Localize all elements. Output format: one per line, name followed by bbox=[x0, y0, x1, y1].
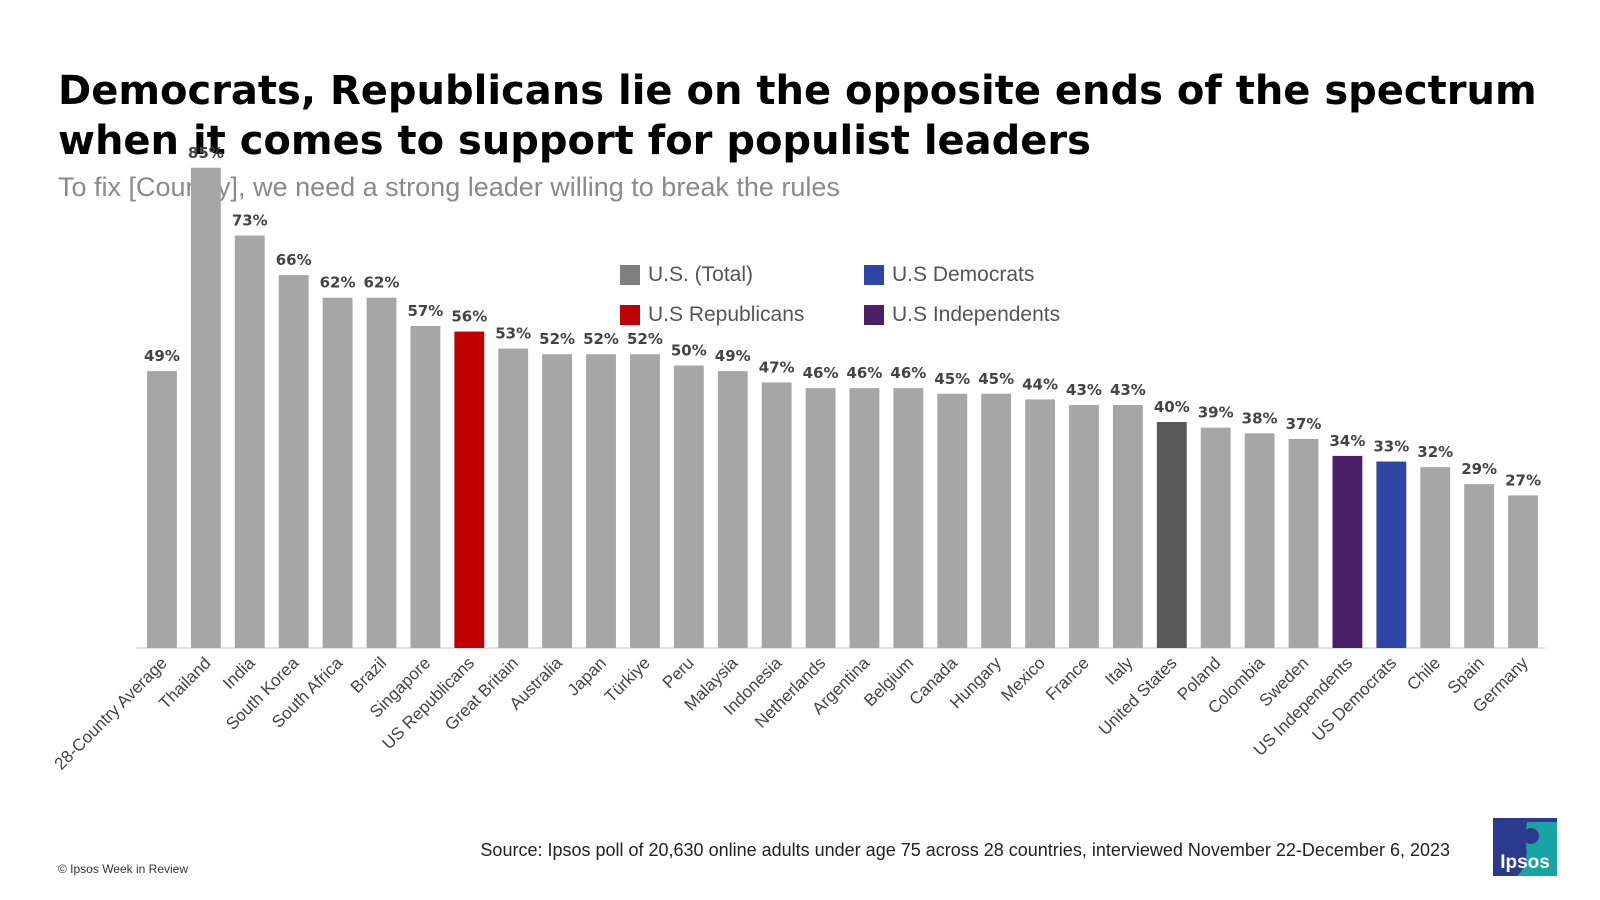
legend-item-us-total: U.S. (Total) bbox=[620, 262, 753, 288]
data-label: 62% bbox=[320, 274, 356, 292]
data-label: 27% bbox=[1505, 471, 1541, 489]
legend-swatch-independents bbox=[864, 305, 884, 325]
category-tick-label: Chile bbox=[1403, 653, 1444, 694]
category-tick-label: Mexico bbox=[997, 653, 1049, 705]
bar bbox=[1288, 438, 1319, 648]
category-tick-label: India bbox=[219, 653, 259, 693]
legend-swatch-us-total bbox=[620, 265, 640, 285]
svg-text:Ipsos: Ipsos bbox=[1500, 852, 1550, 873]
data-label: 32% bbox=[1417, 443, 1453, 461]
bar bbox=[1420, 467, 1451, 648]
bar bbox=[673, 365, 704, 648]
category-tick-label: Belgium bbox=[860, 653, 917, 710]
data-label: 73% bbox=[232, 212, 268, 230]
category-tick-label: Türkiye bbox=[601, 653, 654, 706]
data-label: 52% bbox=[583, 330, 619, 348]
data-label: 50% bbox=[671, 342, 707, 360]
category-tick-label: Peru bbox=[659, 653, 698, 692]
bar bbox=[893, 388, 924, 648]
data-label: 53% bbox=[495, 325, 531, 343]
data-label: 62% bbox=[364, 274, 400, 292]
data-label: 85% bbox=[188, 144, 224, 162]
data-label: 49% bbox=[715, 347, 751, 365]
copyright-note: © Ipsos Week in Review bbox=[58, 862, 189, 876]
legend-label-independents: U.S Independents bbox=[892, 303, 1061, 326]
data-label: 46% bbox=[890, 364, 926, 382]
bar bbox=[629, 354, 660, 648]
ipsos-logo: Ipsos bbox=[1493, 818, 1557, 876]
legend-label-republicans: U.S Republicans bbox=[648, 303, 805, 326]
category-tick-label: Italy bbox=[1101, 653, 1137, 689]
bar bbox=[1200, 427, 1231, 648]
bar bbox=[1112, 405, 1143, 648]
legend-item-democrats: U.S Democrats bbox=[864, 262, 1034, 288]
bar bbox=[1069, 405, 1099, 648]
legend-label-democrats: U.S Democrats bbox=[892, 263, 1035, 286]
bar bbox=[1508, 495, 1538, 648]
bar bbox=[278, 275, 309, 648]
bar-chart: 49%28-Country Average85%Thailand73%India… bbox=[51, 144, 1545, 774]
data-label: 46% bbox=[803, 364, 839, 382]
data-label: 45% bbox=[934, 370, 970, 388]
source-note: Source: Ipsos poll of 20,630 online adul… bbox=[480, 840, 1450, 860]
data-label: 33% bbox=[1373, 438, 1409, 456]
data-label: 38% bbox=[1242, 409, 1278, 427]
data-label: 37% bbox=[1286, 415, 1322, 433]
bar bbox=[498, 348, 529, 648]
bar bbox=[1244, 433, 1275, 648]
bar bbox=[1332, 455, 1363, 648]
data-label: 49% bbox=[144, 347, 180, 365]
bar bbox=[805, 388, 836, 648]
legend-label-us-total: U.S. (Total) bbox=[648, 263, 754, 286]
bar bbox=[234, 235, 265, 649]
data-label: 43% bbox=[1066, 381, 1102, 399]
legend-item-republicans: U.S Republicans bbox=[620, 302, 804, 328]
bar bbox=[410, 325, 441, 648]
bar bbox=[717, 371, 748, 648]
data-label: 52% bbox=[627, 330, 663, 348]
legend-swatch-republicans bbox=[620, 305, 640, 325]
data-label: 43% bbox=[1110, 381, 1146, 399]
category-tick-label: 28-Country Average bbox=[51, 653, 171, 773]
legend-swatch-democrats bbox=[864, 265, 884, 285]
data-label: 39% bbox=[1198, 404, 1234, 422]
data-label: 52% bbox=[539, 330, 575, 348]
data-label: 44% bbox=[1022, 375, 1058, 393]
bar bbox=[1156, 422, 1187, 648]
bar bbox=[322, 297, 353, 648]
chart-title: Democrats, Republicans lie on the opposi… bbox=[58, 68, 1537, 164]
data-label: 56% bbox=[451, 308, 487, 326]
data-label: 29% bbox=[1461, 460, 1497, 478]
data-label: 40% bbox=[1154, 398, 1190, 416]
data-label: 46% bbox=[847, 364, 883, 382]
bar bbox=[1464, 484, 1495, 648]
data-label: 66% bbox=[276, 251, 312, 269]
bar bbox=[454, 331, 485, 648]
data-label: 47% bbox=[759, 358, 795, 376]
category-tick-label: United States bbox=[1095, 653, 1181, 739]
bar bbox=[1025, 399, 1056, 648]
bar bbox=[366, 297, 397, 648]
data-label: 34% bbox=[1329, 432, 1365, 450]
data-label: 57% bbox=[407, 302, 443, 320]
chart-subtitle: To fix [Country], we need a strong leade… bbox=[58, 172, 840, 202]
bar bbox=[190, 167, 221, 648]
bar bbox=[542, 354, 573, 648]
bar bbox=[1376, 461, 1407, 648]
legend-item-independents: U.S Independents bbox=[864, 302, 1060, 328]
bar bbox=[981, 393, 1012, 648]
bar bbox=[586, 354, 616, 648]
bar bbox=[937, 393, 968, 648]
data-label: 45% bbox=[978, 370, 1014, 388]
bar bbox=[761, 382, 792, 648]
bar bbox=[849, 388, 880, 648]
bar bbox=[147, 371, 177, 648]
category-tick-label: France bbox=[1042, 653, 1093, 704]
